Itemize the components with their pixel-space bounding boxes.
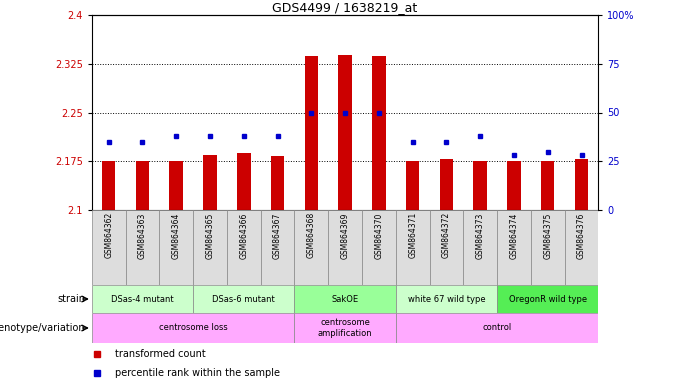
- Text: GSM864363: GSM864363: [138, 212, 147, 259]
- Bar: [531, 210, 564, 285]
- Bar: [126, 210, 159, 285]
- Text: GSM864367: GSM864367: [273, 212, 282, 259]
- Bar: [294, 313, 396, 343]
- Text: GSM864365: GSM864365: [205, 212, 214, 259]
- Text: DSas-4 mutant: DSas-4 mutant: [111, 295, 174, 303]
- Bar: [92, 210, 126, 285]
- Bar: [497, 285, 598, 313]
- Text: GSM864372: GSM864372: [442, 212, 451, 258]
- Bar: [507, 161, 521, 210]
- Text: percentile rank within the sample: percentile rank within the sample: [115, 367, 279, 377]
- Text: DSas-6 mutant: DSas-6 mutant: [212, 295, 275, 303]
- Bar: [260, 210, 294, 285]
- Text: OregonR wild type: OregonR wild type: [509, 295, 587, 303]
- Bar: [497, 210, 531, 285]
- Text: GSM864375: GSM864375: [543, 212, 552, 259]
- Bar: [294, 285, 396, 313]
- Bar: [541, 161, 554, 210]
- Bar: [227, 210, 260, 285]
- Bar: [362, 210, 396, 285]
- Bar: [193, 210, 227, 285]
- Bar: [564, 210, 598, 285]
- Text: control: control: [482, 323, 512, 333]
- Text: strain: strain: [57, 294, 85, 304]
- Bar: [136, 161, 149, 210]
- Bar: [92, 313, 294, 343]
- Text: genotype/variation: genotype/variation: [0, 323, 85, 333]
- Bar: [193, 285, 294, 313]
- Text: GSM864376: GSM864376: [577, 212, 586, 259]
- Bar: [294, 210, 328, 285]
- Text: SakOE: SakOE: [332, 295, 358, 303]
- Text: white 67 wild type: white 67 wild type: [407, 295, 486, 303]
- Text: centrosome
amplification: centrosome amplification: [318, 318, 373, 338]
- Title: GDS4499 / 1638219_at: GDS4499 / 1638219_at: [273, 1, 418, 14]
- Text: transformed count: transformed count: [115, 349, 205, 359]
- Bar: [271, 156, 284, 210]
- Bar: [102, 161, 116, 210]
- Text: centrosome loss: centrosome loss: [158, 323, 228, 333]
- Bar: [430, 210, 463, 285]
- Bar: [396, 313, 598, 343]
- Text: GSM864366: GSM864366: [239, 212, 248, 259]
- Bar: [328, 210, 362, 285]
- Bar: [463, 210, 497, 285]
- Bar: [473, 161, 487, 210]
- Text: GSM864370: GSM864370: [375, 212, 384, 259]
- Text: GSM864364: GSM864364: [172, 212, 181, 259]
- Bar: [396, 210, 430, 285]
- Bar: [169, 161, 183, 210]
- Text: GSM864374: GSM864374: [509, 212, 518, 259]
- Text: GSM864373: GSM864373: [476, 212, 485, 259]
- Bar: [372, 56, 386, 210]
- Bar: [159, 210, 193, 285]
- Bar: [406, 161, 420, 210]
- Bar: [237, 153, 250, 210]
- Bar: [575, 159, 588, 210]
- Bar: [203, 155, 217, 210]
- Text: GSM864369: GSM864369: [341, 212, 350, 259]
- Bar: [396, 285, 497, 313]
- Bar: [92, 285, 193, 313]
- Bar: [440, 159, 453, 210]
- Text: GSM864368: GSM864368: [307, 212, 316, 258]
- Text: GSM864362: GSM864362: [104, 212, 113, 258]
- Text: GSM864371: GSM864371: [408, 212, 417, 258]
- Bar: [305, 56, 318, 210]
- Bar: [339, 55, 352, 210]
